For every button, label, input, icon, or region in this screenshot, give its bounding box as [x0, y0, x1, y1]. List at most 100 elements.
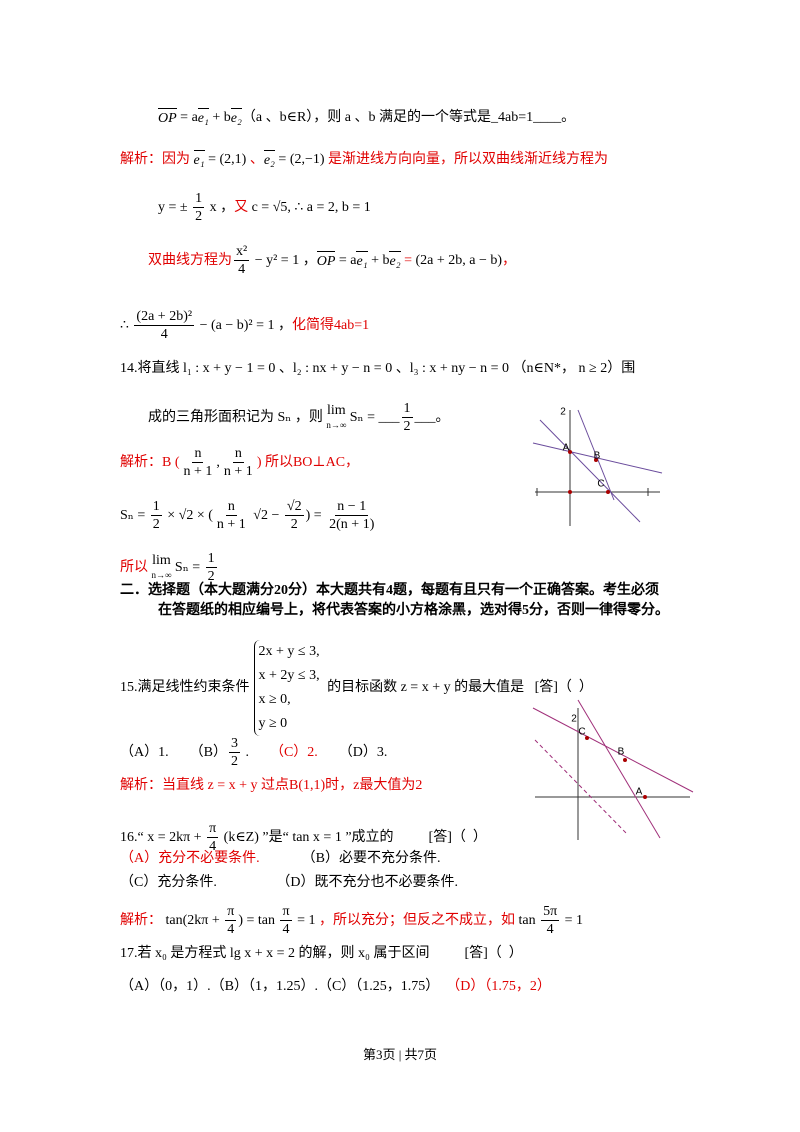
- text: 解析：: [120, 912, 162, 928]
- limit-word: lim: [152, 552, 171, 568]
- point: [606, 490, 610, 494]
- text: （D）（1.75，2）: [446, 979, 551, 994]
- text: = a: [176, 110, 198, 125]
- numerator: 3: [228, 736, 240, 753]
- text: 解析：B (: [120, 454, 180, 470]
- figure-label: B: [594, 451, 601, 462]
- text-line: （C）充分条件. （D）既不充分也不必要条件.: [120, 874, 458, 892]
- text: 解析：当直线 z = x + y 过点B(1,1)时，z最大值为2: [120, 778, 423, 793]
- text: .: [241, 744, 270, 760]
- text: Sₙ =: [120, 507, 149, 523]
- text: + b: [367, 252, 390, 268]
- text-line: 17.若 x₀ 是方程式 lg x + x = 2 的解，则 x₀ 属于区间 […: [120, 945, 523, 963]
- text: = (2,−1): [274, 152, 329, 167]
- text-line: 二．选择题（本大题满分20分）本大题共有4题，每题有且只有一个正确答案。考生必须: [120, 582, 659, 600]
- line-b: [532, 707, 694, 793]
- numerator: π: [225, 904, 237, 921]
- text: ，所以充分；但反之不成立，如: [318, 912, 519, 928]
- text-line: OP = a e₁ + b e₂ （a 、b∈R），则 a 、b 满足的一个等式是_4…: [158, 108, 575, 128]
- inequality: x + 2y ≤ 3,: [258, 668, 320, 683]
- text: （A）（0，1）.（B）（1，1.25）.（C）（1.25，1.75）: [120, 979, 447, 994]
- text: ) = tan: [238, 912, 279, 928]
- text: y = ±: [158, 199, 192, 215]
- denominator: 2: [195, 209, 203, 224]
- text: （C）2.: [269, 744, 318, 760]
- numerator: n − 1: [335, 499, 369, 516]
- inequality: x ≥ 0,: [258, 692, 291, 707]
- denominator: 4: [227, 922, 235, 937]
- text-line: （A）充分不必要条件. （B）必要不充分条件.: [120, 850, 440, 868]
- text-line: ∴ (2a + 2b)² 4 − (a − b)² = 1 ，化简得4ab=1: [120, 308, 369, 343]
- text: （C）充分条件. （D）既不充分也不必要条件.: [120, 875, 458, 890]
- text-line: （A）（0，1）.（B）（1，1.25）.（C）（1.25，1.75） （D）（…: [120, 978, 551, 996]
- text: = 1: [561, 912, 584, 928]
- point: [568, 450, 572, 454]
- numerator: n: [232, 446, 244, 463]
- text-line: 14.将直线 l₁ : x + y − 1 = 0 、l₂ : nx + y −…: [120, 360, 635, 378]
- vector: e₁: [356, 250, 368, 271]
- line-a: [577, 699, 661, 839]
- text: 是渐进线方向向量，所以双曲线渐近线方程为: [328, 152, 609, 167]
- text: + b: [208, 110, 231, 125]
- numerator: 1: [401, 401, 413, 418]
- text: ___。: [414, 409, 450, 425]
- text: （a 、b∈R），则 a 、b 满足的一个等式是_4ab=1____。: [241, 110, 576, 125]
- denominator: 2(n + 1): [329, 517, 375, 532]
- text: （A）充分不必要条件.: [120, 851, 260, 866]
- text: ∴: [120, 317, 133, 333]
- figure-1: [532, 409, 663, 526]
- inequality: 2x + y ≤ 3,: [258, 644, 320, 659]
- point: [568, 490, 572, 494]
- numerator: 1: [205, 551, 217, 568]
- text: 化简得4ab=1: [291, 317, 370, 333]
- text: 二．选择题（本大题满分20分）本大题共有4题，每题有且只有一个正确答案。考生必须: [120, 583, 659, 598]
- figure-label: 2: [560, 407, 566, 418]
- figure-label: B: [618, 747, 625, 758]
- numerator: 5π: [541, 904, 560, 921]
- text-line: 15.满足线性约束条件 2x + y ≤ 3, x + 2y ≤ 3, x ≥ 0, y…: [120, 640, 593, 736]
- limit: lim n→∞: [326, 403, 346, 432]
- text: ,: [216, 454, 220, 470]
- text-line: 成的三角形面积记为 Sₙ ，则 lim n→∞ Sₙ = ___ 1 2 ___。: [148, 400, 450, 435]
- denominator: 4: [546, 922, 554, 937]
- text: tan(2kπ +: [162, 912, 224, 928]
- numerator: 1: [193, 191, 205, 208]
- numerator: √2: [284, 499, 304, 516]
- vector: e₂: [263, 150, 275, 170]
- text: √2 −: [249, 507, 283, 523]
- vector: e₂: [230, 108, 242, 128]
- numerator: x²: [234, 244, 250, 261]
- text: 的目标函数 z = x + y 的最大值是 [答]（ ）: [323, 680, 593, 695]
- text: 15.满足线性约束条件: [120, 680, 250, 695]
- text: − (a − b)² = 1 ，: [196, 317, 292, 333]
- fraction: n − 1 2(n + 1): [327, 498, 376, 533]
- numerator: (2a + 2b)²: [134, 309, 195, 326]
- inequality: y ≥ 0: [258, 716, 288, 731]
- text: Sₙ =: [171, 559, 204, 575]
- footer: 第3页 | 共7页: [362, 1047, 438, 1062]
- vector: e₁: [193, 150, 205, 170]
- text: (k∈Z) ”是“ tan x = 1 ”成立的 [答]（ ）: [220, 829, 487, 845]
- point: [623, 758, 627, 762]
- text: 双曲线方程为: [148, 252, 232, 268]
- text: （D）3.: [317, 744, 388, 760]
- vector: OP: [316, 250, 336, 271]
- text: ) 所以BO⊥AC，: [256, 454, 360, 470]
- text-line: （A）1. （B） 3 2 . （C）2. （D）3.: [120, 735, 387, 770]
- text: − y² = 1 ，: [251, 252, 317, 268]
- limit-sub: n→∞: [151, 569, 172, 580]
- text: tan: [518, 912, 540, 928]
- text: ) =: [305, 507, 326, 523]
